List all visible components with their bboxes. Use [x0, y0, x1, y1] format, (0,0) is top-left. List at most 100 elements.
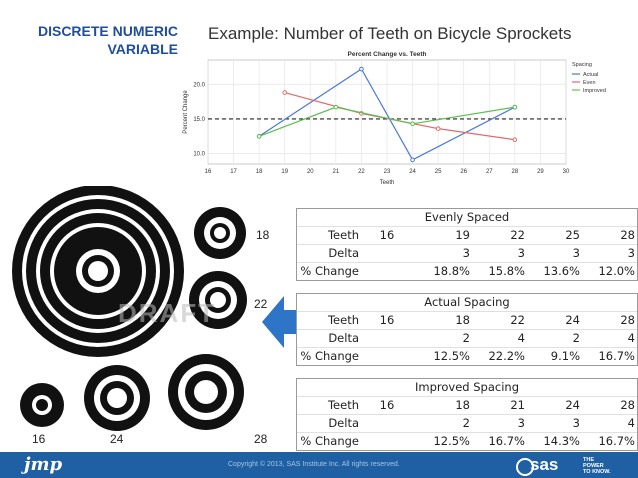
sprocket-28-icon: [168, 354, 244, 430]
footer-bar: jmp Copyright © 2013, SAS Institute Inc.…: [0, 452, 638, 478]
table-cell: 2: [572, 331, 580, 345]
table-cell: 2: [462, 331, 470, 345]
copyright-text: Copyright © 2013, SAS Institute Inc. All…: [228, 461, 400, 468]
gear-label-22: 22: [254, 297, 268, 311]
table-cell: 21: [510, 398, 525, 412]
table-cell: 22: [510, 313, 525, 327]
x-axis-label: Teeth: [380, 180, 395, 186]
chart-title: Percent Change vs. Teeth: [348, 51, 427, 58]
tagline-line: POWER: [583, 463, 604, 469]
tagline-line: TO KNOW.: [583, 469, 611, 475]
slide-title: Example: Number of Teeth on Bicycle Spro…: [208, 24, 572, 43]
table-cell: 4: [627, 416, 635, 430]
table-evenly-spaced: Evenly Spaced Teeth 16 19 22 25 28 Delta…: [296, 208, 638, 281]
row-label: % Change: [300, 349, 359, 363]
x-tick-label: 27: [486, 169, 493, 175]
table-row: % Change 12.5% 22.2% 9.1% 16.7%: [297, 348, 637, 365]
table-cell: 3: [517, 416, 525, 430]
table-cell: 28: [620, 228, 635, 242]
table-cell: [359, 245, 415, 262]
x-tick-label: 19: [281, 169, 288, 175]
table-cell: 16: [379, 398, 395, 412]
percent-change-chart: 16 17 18 19 20 21 22 23 24 25 26 27 28 29 30 10.0 15.0 20…: [183, 51, 606, 186]
row-label: Delta: [328, 246, 359, 260]
gear-label-24: 24: [110, 432, 124, 446]
table-row: % Change 12.5% 16.7% 14.3% 16.7%: [297, 433, 637, 450]
table-cell: 28: [620, 398, 635, 412]
table-cell: 12.5%: [433, 349, 470, 363]
cassette-icon: [12, 185, 184, 357]
series-line-actual: [258, 68, 516, 161]
section-title-line2: VARIABLE: [107, 41, 178, 57]
sprocket-24-icon: [84, 365, 150, 431]
table-cell: 3: [462, 246, 470, 260]
legend-title: Spacing: [572, 62, 592, 68]
y-tick-label: 20.0: [193, 82, 205, 88]
table-title: Actual Spacing: [297, 294, 637, 312]
table-cell: 12.5%: [433, 434, 470, 448]
sprocket-illustration: 18 22 16 24 28: [0, 185, 292, 452]
table-row: Teeth 16 19 22 25 28: [297, 227, 637, 245]
data-point-improved: [410, 121, 415, 127]
legend-label-actual: Actual: [583, 72, 598, 78]
table-cell: 22.2%: [488, 349, 525, 363]
table-cell: 16: [379, 228, 395, 242]
gear-label-16: 16: [32, 432, 46, 446]
table-cell: 4: [627, 331, 635, 345]
table-cell: [359, 348, 415, 365]
table-row: % Change 18.8% 15.8% 13.6% 12.0%: [297, 263, 637, 280]
table-row: Teeth 16 18 22 24 28: [297, 312, 637, 330]
table-cell: 3: [572, 246, 580, 260]
table-title: Evenly Spaced: [297, 209, 637, 227]
section-title-line1: DISCRETE NUMERIC: [37, 23, 178, 39]
row-label: % Change: [300, 264, 359, 278]
table-improved-spacing: Improved Spacing Teeth 16 18 21 24 28 De…: [296, 378, 638, 451]
data-point-improved: [333, 104, 339, 110]
table-cell: 25: [565, 228, 580, 242]
section-title: DISCRETE NUMERIC VARIABLE: [6, 22, 178, 58]
draft-watermark: DRAFT: [118, 298, 217, 328]
table-cell: 18.8%: [433, 264, 470, 278]
table-cell: [359, 263, 415, 280]
data-point-improved: [256, 133, 262, 139]
x-tick-label: 21: [333, 169, 340, 175]
table-cell: 2: [462, 416, 470, 430]
row-label: Delta: [328, 416, 359, 430]
table-cell: 9.1%: [550, 349, 580, 363]
data-point-even: [435, 126, 441, 131]
legend-label-even: Even: [583, 80, 596, 86]
tagline-line: THE: [583, 457, 594, 463]
row-label: Teeth: [327, 313, 359, 327]
y-axis-label: Percent Change: [183, 90, 189, 134]
table-cell: [359, 415, 415, 432]
data-point-improved: [512, 104, 518, 110]
y-tick-label: 15.0: [193, 117, 205, 123]
x-tick-label: 25: [435, 169, 442, 175]
data-point-even: [512, 137, 518, 143]
gear-label-18: 18: [256, 228, 270, 242]
table-row: Delta 2 3 3 4: [297, 415, 637, 433]
x-tick-label: 29: [537, 169, 544, 175]
x-tick-label: 30: [563, 169, 570, 175]
table-cell: [359, 330, 415, 347]
sas-logo: sas: [530, 455, 559, 474]
table-cell: 13.6%: [543, 264, 580, 278]
x-tick-label: 28: [512, 169, 519, 175]
table-cell: 22: [510, 228, 525, 242]
table-cell: 3: [517, 246, 525, 260]
data-point-actual: [359, 66, 364, 72]
row-label: Teeth: [327, 398, 359, 412]
table-cell: 28: [620, 313, 635, 327]
table-cell: 12.0%: [598, 264, 635, 278]
left-arrow-icon: [262, 296, 298, 348]
sprocket-16-icon: [20, 383, 64, 427]
table-cell: 24: [565, 313, 580, 327]
table-cell: 14.3%: [543, 434, 580, 448]
table-cell: [359, 433, 415, 450]
x-tick-label: 18: [256, 169, 263, 175]
sprocket-drawings: [12, 185, 247, 431]
table-cell: 16.7%: [488, 434, 525, 448]
x-tick-label: 23: [384, 169, 391, 175]
data-point-even: [282, 90, 288, 95]
x-tick-label: 16: [205, 169, 212, 175]
